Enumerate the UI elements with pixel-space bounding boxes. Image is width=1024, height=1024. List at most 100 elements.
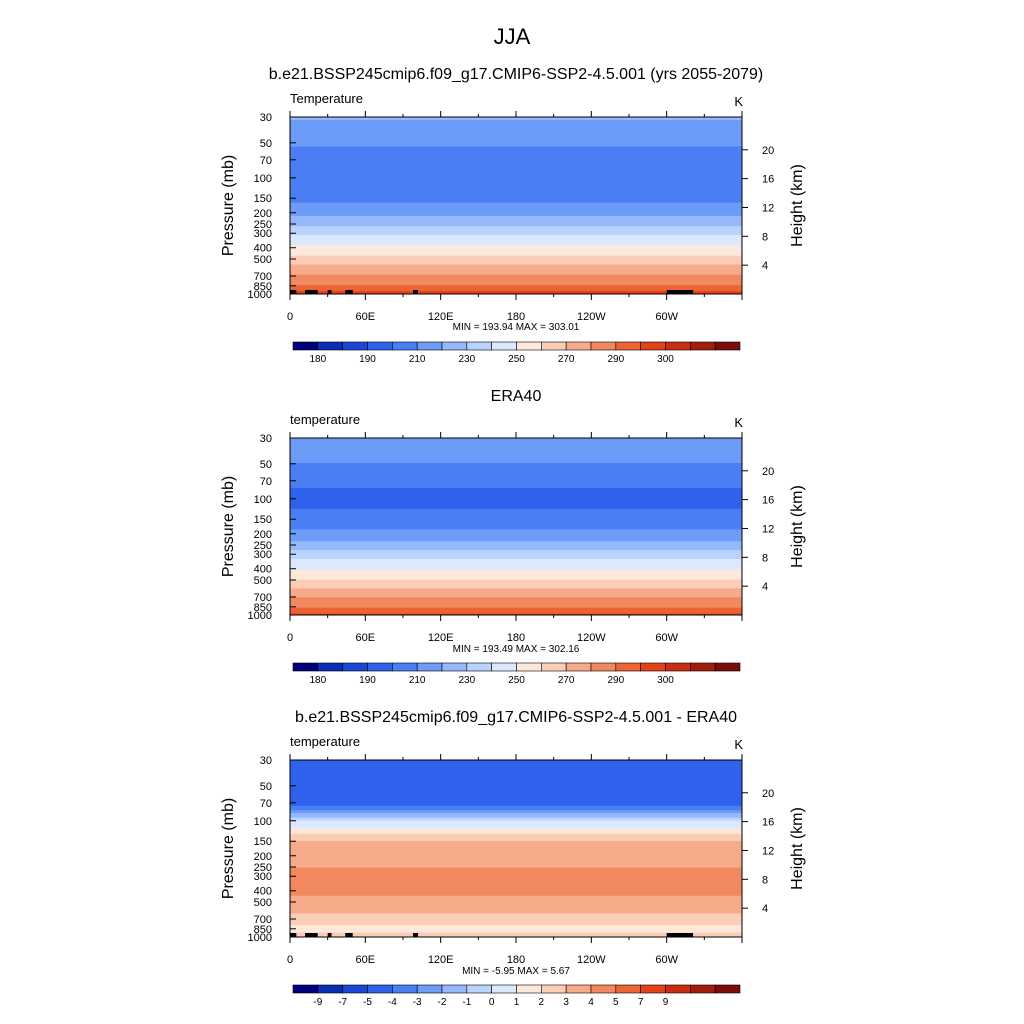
contour-band <box>290 569 742 572</box>
panel-title: b.e21.BSSP245cmip6.f09_g17.CMIP6-SSP2-4.… <box>295 709 737 726</box>
height-tick-label: 20 <box>762 788 774 800</box>
contour-band <box>290 903 742 906</box>
colorbar-label: -2 <box>438 997 447 1008</box>
colorbar-swatch <box>342 984 368 994</box>
contour-band <box>290 595 742 598</box>
colorbar-swatch <box>615 341 641 351</box>
contour-band <box>290 929 742 932</box>
contour-band <box>290 821 742 825</box>
contour-band <box>290 911 742 914</box>
contour-band <box>290 133 742 136</box>
topography-block <box>327 290 332 294</box>
contour-band <box>290 863 742 866</box>
height-tick-label: 20 <box>762 466 774 478</box>
contour-band <box>290 173 742 176</box>
y-tick-label: 850 <box>254 281 272 293</box>
contour-band <box>290 917 742 920</box>
y-axis-label: Pressure (mb) <box>220 476 237 577</box>
contour-band <box>290 520 742 523</box>
y-axis-label: Pressure (mb) <box>220 155 237 256</box>
contour-band <box>290 224 742 227</box>
panel-2: b.e21.BSSP245cmip6.f09_g17.CMIP6-SSP2-4.… <box>220 709 806 1008</box>
right-axis-label: Height (km) <box>789 807 806 890</box>
colorbar-swatch <box>516 662 542 672</box>
contour-band <box>290 584 742 587</box>
contour-band <box>290 920 742 923</box>
contour-band <box>290 196 742 199</box>
colorbar-swatch <box>292 662 319 672</box>
contour-band <box>290 226 742 229</box>
contour-band <box>290 919 742 922</box>
contour-band <box>290 783 742 786</box>
colorbar-swatch <box>317 662 343 672</box>
colorbar-swatch <box>491 662 517 672</box>
y-tick-label: 100 <box>254 494 272 506</box>
contour-band <box>290 835 742 838</box>
contour-band <box>290 279 742 282</box>
contour-band <box>290 239 742 242</box>
contour-band <box>290 888 742 891</box>
colorbar-label: 300 <box>657 354 674 365</box>
topography <box>290 290 694 294</box>
contour-band <box>290 910 742 913</box>
height-tick-label: 8 <box>762 231 768 243</box>
contour-band <box>290 470 742 473</box>
contour-band <box>290 168 742 171</box>
contour-band <box>290 178 742 182</box>
topography-block <box>413 290 418 294</box>
contour-band <box>290 152 742 155</box>
contour-band <box>290 464 742 467</box>
height-tick-label: 4 <box>762 903 768 915</box>
contour-band <box>290 785 742 788</box>
colorbar-label: 3 <box>563 997 569 1008</box>
contour-band <box>290 514 742 517</box>
contour-band <box>290 932 742 935</box>
height-tick-label: 8 <box>762 552 768 564</box>
y-tick-label: 100 <box>254 816 272 828</box>
colorbar-swatch <box>615 984 641 994</box>
contour-band <box>290 807 742 810</box>
contour-band <box>290 257 742 260</box>
contour-band <box>290 199 742 202</box>
y-tick-label: 700 <box>254 271 272 283</box>
colorbar-swatch <box>466 984 492 994</box>
contour-band <box>290 551 742 554</box>
colorbar-swatch <box>416 984 443 994</box>
colorbar-swatch <box>491 341 517 351</box>
contour-band <box>290 139 742 142</box>
contour-band <box>290 820 742 823</box>
contour-band <box>290 907 742 910</box>
colorbar-swatch <box>640 341 666 351</box>
colorbar-swatch <box>665 984 691 994</box>
contour-band <box>290 535 742 538</box>
y-tick-label: 30 <box>260 112 272 124</box>
contour-band <box>290 780 742 783</box>
y-tick-label: 50 <box>260 138 272 150</box>
contour-band <box>290 824 742 827</box>
contour-band <box>290 533 742 536</box>
colorbar-swatch <box>565 984 592 994</box>
contour-band <box>290 251 742 254</box>
colorbar-swatch <box>441 984 468 994</box>
contour-band <box>290 897 742 900</box>
contour-band <box>290 530 742 533</box>
y-tick-label: 150 <box>254 514 272 526</box>
y-tick-label: 70 <box>260 155 272 167</box>
colorbar: 180 190 210 230 250 270 290 300 <box>292 341 741 365</box>
contour-band <box>290 235 742 238</box>
contour-band <box>290 124 742 127</box>
contour-band <box>290 765 742 768</box>
contour-band <box>290 227 742 230</box>
contour-band <box>290 117 742 120</box>
colorbar-swatch <box>714 662 741 672</box>
contour-band <box>290 454 742 457</box>
contour-band <box>290 895 742 898</box>
contour-band <box>290 570 742 573</box>
colorbar-swatch <box>565 341 592 351</box>
contour-band <box>290 507 742 510</box>
units-label: K <box>734 94 743 109</box>
contour-band <box>290 271 742 274</box>
contour-band <box>290 869 742 872</box>
contour-band <box>290 485 742 488</box>
y-tick-label: 50 <box>260 781 272 793</box>
